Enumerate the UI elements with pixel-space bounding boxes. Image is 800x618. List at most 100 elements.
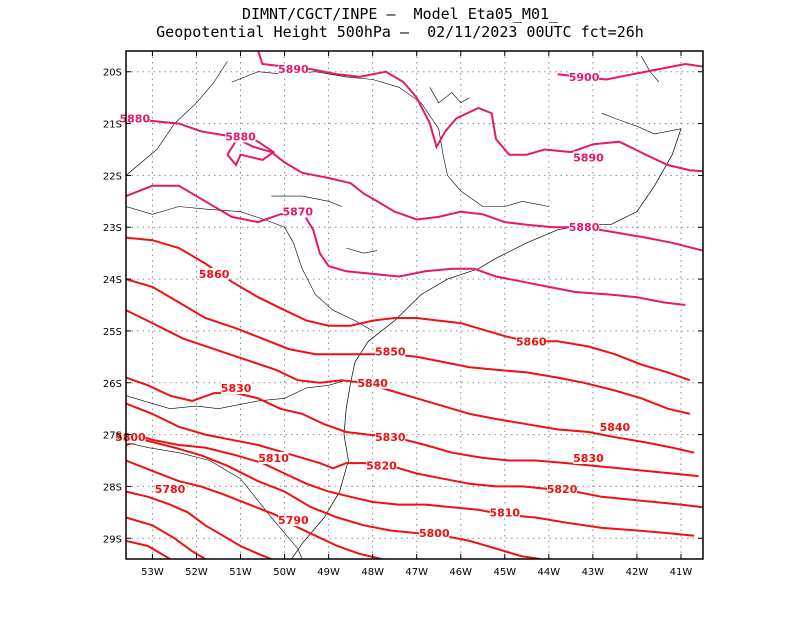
contour-label-5900: 5900	[569, 71, 600, 84]
contour-label-5870: 5870	[282, 206, 313, 219]
red-contour-5790	[126, 459, 382, 559]
contour-label-bg	[599, 420, 630, 433]
contour-label-5840: 5840	[357, 377, 388, 390]
contour-label-5810: 5810	[489, 506, 520, 519]
reservoir-outline	[271, 195, 342, 207]
height-contours	[126, 51, 703, 559]
contour-label-bg	[221, 381, 252, 394]
contour-label-bg	[278, 63, 309, 76]
red-contour-5770	[126, 516, 206, 559]
contour-label-bg	[573, 451, 604, 464]
contour-label-bg	[375, 431, 406, 444]
contour-label-bg	[119, 112, 150, 125]
gridlines	[126, 51, 703, 559]
contour-label-5790: 5790	[278, 514, 309, 527]
contour-label-5850: 5850	[375, 346, 406, 359]
pink-contour-5890	[257, 51, 703, 173]
contour-label-5840: 5840	[600, 421, 631, 434]
contour-label-bg	[199, 267, 230, 280]
reservoir-outline	[346, 247, 378, 254]
lat-tick-label: 24S	[103, 275, 122, 286]
lon-tick-label: 53W	[141, 567, 164, 578]
lon-tick-label: 41W	[670, 567, 693, 578]
contour-label-bg	[547, 483, 578, 496]
coastline	[291, 128, 682, 559]
contour-label-bg	[569, 221, 600, 234]
map-title-line-1: DIMNT/CGCT/INPE – Model Eta05_M01_	[241, 5, 559, 23]
geography-lines	[126, 56, 682, 559]
lon-tick-label: 52W	[185, 567, 208, 578]
contour-label-bg	[258, 451, 289, 464]
lon-tick-label: 50W	[273, 567, 296, 578]
contour-label-5880: 5880	[225, 131, 256, 144]
axis-tick-labels: 20S 21S 22S 23S 24S 25S 26S 27S 28S 29S 53W 52W 51W 5…	[103, 51, 703, 578]
state-border	[231, 71, 549, 207]
state-border	[601, 112, 682, 135]
contour-label-5860: 5860	[516, 335, 547, 348]
lat-tick-label: 27S	[103, 431, 122, 442]
lon-tick-label: 43W	[582, 567, 605, 578]
contour-label-5880: 5880	[569, 221, 600, 234]
contour-label-5860: 5860	[199, 268, 230, 281]
contour-label-bg	[357, 376, 388, 389]
state-border	[126, 379, 347, 410]
contour-labels: 5900 5890 5890 5880 5880 5880 5870 5860 5860 5850…	[115, 63, 631, 540]
lon-tick-label: 46W	[449, 567, 472, 578]
contour-label-bg	[569, 70, 600, 83]
contour-label-bg	[278, 514, 309, 527]
contour-label-bg	[225, 130, 256, 143]
contour-label-bg	[375, 345, 406, 358]
contour-label-5830: 5830	[573, 452, 604, 465]
lat-tick-label: 21S	[103, 120, 122, 131]
red-contour-5810	[126, 431, 695, 537]
lon-tick-label: 51W	[229, 567, 252, 578]
contour-label-5820: 5820	[366, 460, 397, 473]
lat-tick-label: 20S	[103, 68, 122, 79]
contour-label-5830: 5830	[375, 431, 406, 444]
pink-contour-5870	[126, 184, 686, 306]
contour-label-5820: 5820	[547, 483, 578, 496]
state-border	[126, 61, 228, 176]
map-title-line-2: Geopotential Height 500hPa – 02/11/2023 …	[156, 23, 644, 41]
red-contour-5760	[126, 539, 171, 559]
lat-tick-label: 28S	[103, 482, 122, 493]
red-contour-5840	[126, 309, 695, 454]
lat-tick-label: 29S	[103, 534, 122, 545]
contour-label-5800: 5800	[419, 527, 450, 540]
contour-label-bg	[115, 431, 146, 444]
lat-tick-label: 26S	[103, 379, 122, 390]
contour-label-bg	[419, 527, 450, 540]
contour-label-bg	[489, 506, 520, 519]
contour-label-bg	[366, 459, 397, 472]
map-frame	[125, 50, 704, 560]
lat-tick-label: 25S	[103, 327, 122, 338]
contour-label-5800: 5800	[115, 431, 146, 444]
pink-contour-5880	[126, 117, 703, 252]
red-contour-5860	[126, 236, 691, 382]
lon-tick-label: 47W	[405, 567, 428, 578]
contour-label-5880: 5880	[119, 112, 150, 125]
red-contour-5800	[126, 438, 541, 559]
contour-label-bg	[155, 483, 186, 496]
contour-label-bg	[573, 151, 604, 164]
lon-tick-label: 44W	[538, 567, 561, 578]
contour-label-5780: 5780	[155, 483, 186, 496]
state-border	[126, 442, 303, 559]
reservoir-outline	[429, 87, 470, 104]
lon-tick-label: 49W	[317, 567, 340, 578]
red-contour-5820	[126, 402, 703, 509]
lon-tick-label: 48W	[361, 567, 384, 578]
red-contour-5780	[126, 490, 272, 559]
contour-label-bg	[516, 335, 547, 348]
lat-tick-label: 23S	[103, 223, 122, 234]
lon-tick-label: 42W	[626, 567, 649, 578]
contour-label-5830: 5830	[221, 382, 252, 395]
contour-label-5810: 5810	[258, 452, 289, 465]
lat-tick-label: 22S	[103, 171, 122, 182]
contour-label-5890: 5890	[278, 63, 309, 76]
state-border	[126, 206, 373, 332]
contour-label-5890: 5890	[573, 151, 604, 164]
contour-label-bg	[282, 205, 313, 218]
lon-tick-label: 45W	[493, 567, 516, 578]
